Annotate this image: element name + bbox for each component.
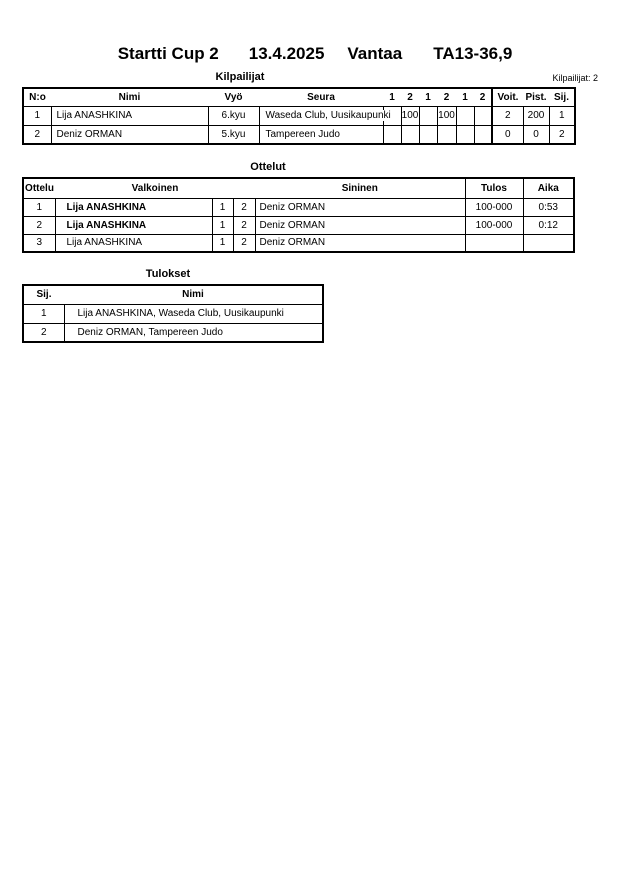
- col-header-vyo: Vyö: [208, 88, 259, 107]
- col-header-nimi: Nimi: [51, 88, 208, 107]
- cell-voit: 0: [491, 124, 524, 145]
- col-header-round: 2: [437, 88, 456, 107]
- cell-round-score: [455, 105, 475, 126]
- tulokset-table: Sij. Nimi 1 Lija ANASHKINA, Waseda Club,…: [22, 284, 324, 343]
- cell-round-score: [382, 124, 402, 145]
- section-title-tulokset: Tulokset: [145, 268, 191, 280]
- col-header-pist: Pist.: [523, 88, 549, 107]
- page-title-event: Startti Cup 2: [117, 44, 219, 63]
- cell-blue-number: 2: [232, 215, 256, 235]
- cell-round-score: 100: [436, 105, 457, 126]
- table-row: 3 Lija ANASHKINA 1 2 Deniz ORMAN: [22, 233, 575, 253]
- cell-round-score: [436, 124, 457, 145]
- col-header-seura: Seura: [259, 88, 383, 107]
- cell-round-score: [400, 124, 420, 145]
- col-header-nimi: Nimi: [64, 285, 323, 305]
- cell-white-number: 1: [211, 197, 234, 217]
- cell-match-no: 3: [22, 233, 56, 253]
- col-header-round: 2: [474, 88, 492, 107]
- cell-vyo: 6.kyu: [207, 105, 260, 126]
- section-title-ottelut: Ottelut: [250, 161, 286, 173]
- cell-sij: 1: [548, 105, 576, 126]
- kilpailijat-header-row: N:o Nimi Vyö Seura 1 2 1 2 1 2 Voit. Pis…: [23, 88, 575, 107]
- cell-aika: 0:12: [522, 215, 575, 235]
- cell-match-no: 2: [22, 215, 56, 235]
- page-title: Startti Cup 2 13.4.2025 Vantaa TA13-36,9: [0, 44, 630, 64]
- section-title-kilpailijat: Kilpailijat: [215, 71, 265, 83]
- cell-tulos: [464, 233, 524, 253]
- cell-result-nimi: Lija ANASHKINA, Waseda Club, Uusikaupunk…: [63, 303, 324, 324]
- seura-text: Tampereen Judo: [265, 128, 340, 140]
- ottelut-table: Ottelu Valkoinen Sininen Tulos Aika 1 Li…: [22, 177, 575, 253]
- seura-text: Waseda Club, Uusikaupunki: [265, 110, 391, 121]
- cell-blue-number: 2: [232, 233, 256, 253]
- cell-vyo: 5.kyu: [207, 124, 260, 145]
- col-header-sininen: Sininen: [255, 178, 465, 199]
- cell-round-score: [418, 124, 438, 145]
- cell-round-score: [455, 124, 475, 145]
- table-row: 2 Lija ANASHKINA 1 2 Deniz ORMAN 100-000…: [22, 215, 575, 235]
- table-row: 2 Deniz ORMAN, Tampereen Judo: [22, 322, 324, 343]
- col-header-round: 2: [401, 88, 419, 107]
- col-header-sij: Sij.: [549, 88, 575, 107]
- col-header-voit: Voit.: [491, 88, 523, 107]
- cell-tulos: 100-000: [464, 215, 524, 235]
- cell-result-nimi: Deniz ORMAN, Tampereen Judo: [63, 322, 324, 343]
- col-header-tulos: Tulos: [464, 178, 523, 199]
- col-header-round: 1: [383, 88, 401, 107]
- cell-nimi: Deniz ORMAN: [50, 124, 209, 145]
- cell-sij: 1: [22, 303, 65, 324]
- table-row: 2 Deniz ORMAN 5.kyu Tampereen Judo 0 0 2: [22, 124, 576, 145]
- table-row: 1 Lija ANASHKINA, Waseda Club, Uusikaupu…: [22, 303, 324, 324]
- cell-aika: 0:53: [522, 197, 575, 217]
- page-title-category: TA13-36,9: [433, 44, 513, 63]
- col-header-no: N:o: [23, 88, 51, 107]
- cell-match-no: 1: [22, 197, 56, 217]
- cell-round-score: [473, 124, 493, 145]
- cell-nimi: Lija ANASHKINA: [50, 105, 209, 126]
- col-header-aika: Aika: [522, 178, 574, 199]
- col-header-round: 1: [419, 88, 437, 107]
- cell-pist: 0: [522, 124, 550, 145]
- cell-aika: [522, 233, 575, 253]
- page-title-date: 13.4.2025: [248, 44, 325, 63]
- cell-blue-player: Deniz ORMAN: [254, 197, 466, 217]
- col-header-ottelu: Ottelu: [23, 178, 55, 199]
- cell-voit: 2: [491, 105, 524, 126]
- cell-no: 1: [22, 105, 52, 126]
- cell-blue-player: Deniz ORMAN: [254, 215, 466, 235]
- cell-no: 2: [22, 124, 52, 145]
- page-title-city: Vantaa: [347, 44, 403, 63]
- cell-white-player: Lija ANASHKINA: [54, 233, 213, 253]
- tulokset-header-row: Sij. Nimi: [23, 285, 323, 305]
- cell-blue-player: Deniz ORMAN: [254, 233, 466, 253]
- cell-seura: Waseda Club, Uusikaupunki: [258, 105, 391, 126]
- cell-white-player: Lija ANASHKINA: [54, 197, 213, 217]
- table-row: 1 Lija ANASHKINA 1 2 Deniz ORMAN 100-000…: [22, 197, 575, 217]
- cell-round-score: 100: [400, 105, 420, 126]
- cell-pist: 200: [522, 105, 550, 126]
- col-header-valkoinen: Valkoinen: [55, 178, 255, 199]
- cell-sij: 2: [22, 322, 65, 343]
- cell-white-number: 1: [211, 233, 234, 253]
- cell-round-score: [418, 105, 438, 126]
- kilpailijat-table: N:o Nimi Vyö Seura 1 2 1 2 1 2 Voit. Pis…: [22, 87, 576, 145]
- cell-white-number: 1: [211, 215, 234, 235]
- cell-tulos: 100-000: [464, 197, 524, 217]
- col-header-round: 1: [456, 88, 474, 107]
- table-row: 1 Lija ANASHKINA 6.kyu Waseda Club, Uusi…: [22, 105, 576, 126]
- ottelut-header-row: Ottelu Valkoinen Sininen Tulos Aika: [23, 178, 574, 199]
- cell-white-player: Lija ANASHKINA: [54, 215, 213, 235]
- cell-seura: Tampereen Judo: [258, 124, 384, 145]
- cell-sij: 2: [548, 124, 576, 145]
- col-header-sij: Sij.: [23, 285, 64, 305]
- cell-round-score: [473, 105, 493, 126]
- cell-blue-number: 2: [232, 197, 256, 217]
- competitor-count-label: Kilpailijat: 2: [552, 73, 598, 83]
